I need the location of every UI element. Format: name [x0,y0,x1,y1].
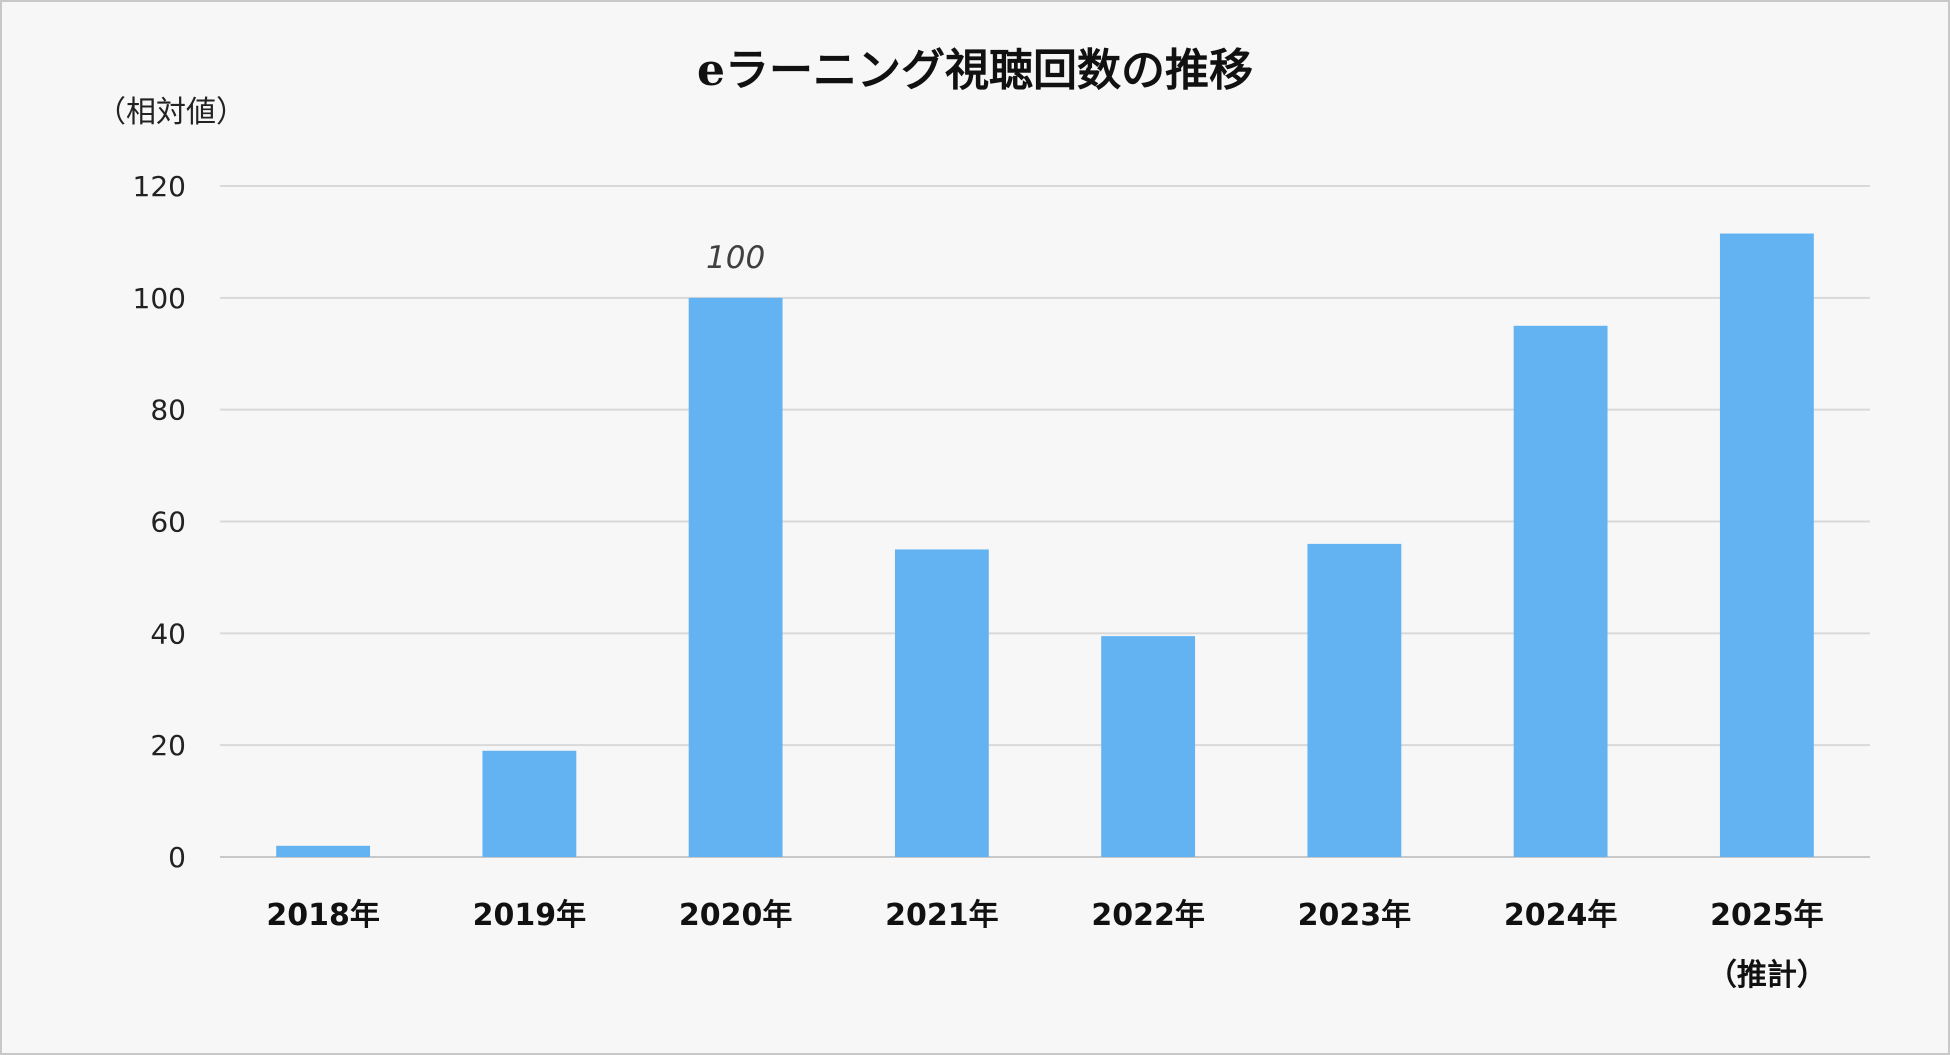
gridlines [220,185,1870,858]
y-axis-unit-label: （相対値） [96,95,246,130]
y-tick-label: 100 [133,282,186,315]
x-tick-label: 2018年 [266,898,380,933]
data-labels: 100 [706,240,765,276]
bar [1513,325,1608,858]
x-tick-label: 2019年 [473,898,587,933]
bar [894,549,989,857]
bar [276,845,371,857]
x-tick-label: （推計） [1707,958,1827,993]
y-axis-ticks: 0 20 40 60 80 100 120 [133,170,186,874]
bar [1307,543,1402,857]
bar [482,750,577,857]
x-tick-label: 2022年 [1091,898,1205,933]
y-tick-label: 0 [168,841,186,874]
x-axis-ticks: 2018年 2019年 2020年 2021年 2022年 2023年 2024年 2025年… [266,898,1827,993]
bars [276,233,1814,858]
x-tick-label: 2023年 [1298,898,1412,933]
y-tick-label: 40 [150,617,186,650]
chart-title: eラーニング視聴回数の推移 [697,45,1253,96]
y-tick-label: 120 [133,170,186,203]
bar [1101,636,1196,857]
x-tick-label: 2020年 [679,898,793,933]
x-tick-label: 2025年 [1710,898,1824,933]
x-tick-label: 2021年 [885,898,999,933]
bar [1719,233,1814,857]
x-tick-label: 2024年 [1504,898,1618,933]
y-tick-label: 60 [150,506,186,539]
data-label: 100 [706,240,765,276]
y-tick-label: 20 [150,729,186,762]
y-tick-label: 80 [150,394,186,427]
bar [688,297,783,857]
